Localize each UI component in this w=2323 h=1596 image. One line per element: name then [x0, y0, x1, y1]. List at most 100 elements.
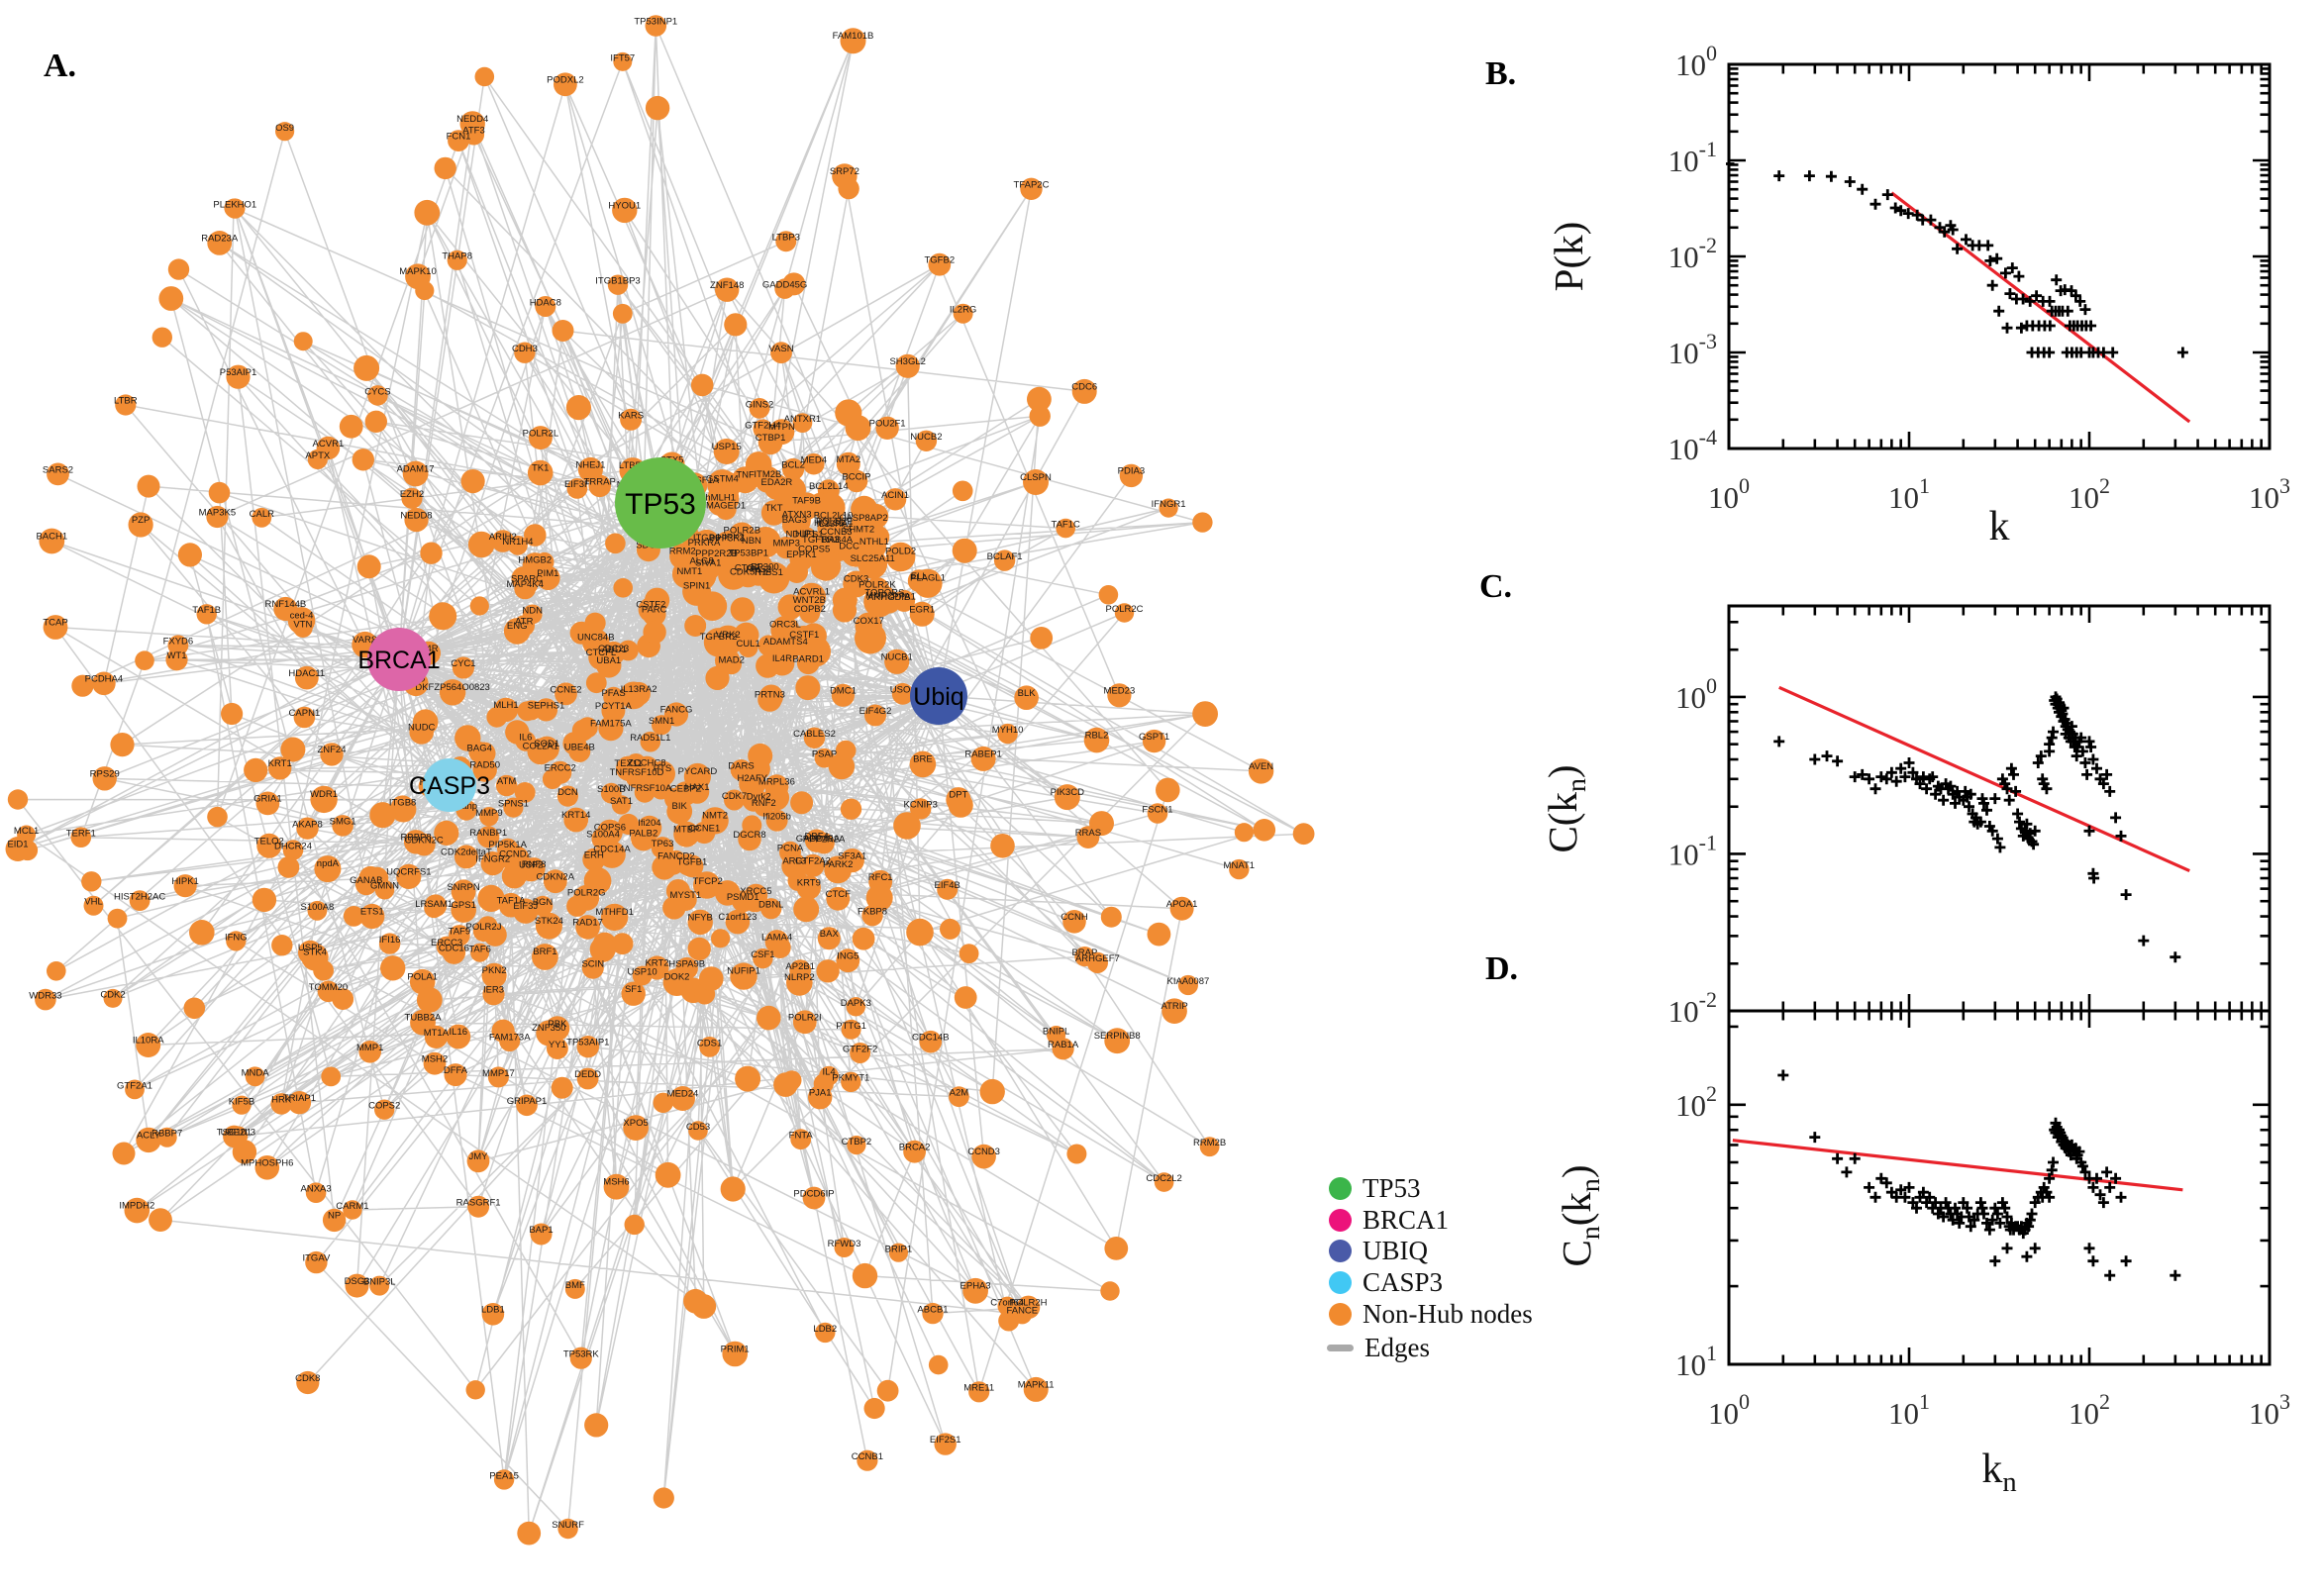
svg-text:FKBP8: FKBP8 — [858, 906, 887, 917]
svg-text:NMT1: NMT1 — [676, 566, 702, 577]
svg-text:UNC84B: UNC84B — [577, 632, 615, 643]
svg-text:10-2: 10-2 — [1668, 233, 1717, 274]
svg-text:HIPK2: HIPK2 — [717, 533, 744, 544]
svg-text:NR1H4: NR1H4 — [502, 537, 533, 548]
svg-text:IFNGR2: IFNGR2 — [475, 853, 510, 864]
network-hubs[interactable]: TP53 BRCA1 Ubiq CASP3 — [357, 457, 967, 812]
svg-text:CDK8: CDK8 — [295, 1373, 320, 1384]
hub-label-tp53: TP53 — [625, 488, 696, 521]
svg-text:PRKRA: PRKRA — [688, 538, 721, 549]
svg-text:RAB1A: RAB1A — [1048, 1040, 1079, 1050]
network-panel[interactable]: CEBPZTAF1BTAF1ATAF1CTAF9TAF9BTAF6POLR2BP… — [0, 0, 1337, 1596]
tick-labels-D: 102 101 100 101 102 103 — [1675, 1081, 2290, 1431]
svg-text:MNDA: MNDA — [242, 1067, 270, 1078]
svg-text:RAD23A: RAD23A — [201, 234, 239, 245]
svg-text:GTF2A2: GTF2A2 — [795, 856, 831, 867]
plot-frame-D — [1727, 1009, 2272, 1366]
svg-text:TRRAP: TRRAP — [584, 476, 616, 487]
svg-text:MMP2: MMP2 — [865, 590, 892, 601]
svg-text:LAMA4: LAMA4 — [761, 932, 792, 943]
svg-text:ITGAV: ITGAV — [302, 1253, 330, 1264]
svg-text:BIK: BIK — [672, 801, 688, 812]
svg-text:POLR2J: POLR2J — [466, 922, 502, 933]
svg-text:NLRP2: NLRP2 — [784, 972, 815, 983]
svg-text:RBBP7: RBBP7 — [152, 1129, 182, 1140]
svg-text:IL10RA: IL10RA — [133, 1036, 164, 1047]
svg-text:CTCFL: CTCFL — [586, 648, 617, 658]
svg-text:BRE: BRE — [913, 754, 933, 765]
svg-text:HDAC8: HDAC8 — [530, 297, 561, 308]
svg-text:Banp: Banp — [455, 801, 477, 812]
svg-text:TNFRSF10A: TNFRSF10A — [618, 783, 672, 794]
svg-text:CCNH: CCNH — [1060, 912, 1088, 923]
svg-text:CDK3: CDK3 — [844, 574, 868, 585]
panel-label-a: A. — [44, 48, 77, 84]
svg-text:103: 103 — [2249, 1389, 2290, 1431]
svg-text:CD53: CD53 — [686, 1122, 710, 1133]
x-axis-label-D: kn — [1981, 1446, 2016, 1498]
svg-text:PDIA3: PDIA3 — [1118, 466, 1145, 477]
svg-text:IL2RG: IL2RG — [950, 305, 976, 316]
svg-text:PODXL2: PODXL2 — [547, 75, 584, 86]
svg-text:MAD2: MAD2 — [718, 655, 744, 666]
svg-text:KRT9: KRT9 — [797, 878, 821, 889]
svg-text:POLR2H: POLR2H — [1009, 1298, 1047, 1309]
panel-label-b: B. — [1485, 55, 1517, 92]
svg-text:COX17: COX17 — [854, 616, 884, 627]
svg-text:UBE4B: UBE4B — [564, 743, 595, 753]
svg-text:FANCG: FANCG — [660, 705, 693, 716]
svg-text:TGFBR2: TGFBR2 — [700, 632, 737, 643]
svg-text:RBBP8: RBBP8 — [401, 832, 432, 843]
svg-text:DOK2: DOK2 — [664, 972, 690, 983]
svg-text:EPPK1: EPPK1 — [786, 549, 817, 560]
svg-text:TFAP2C: TFAP2C — [1014, 179, 1050, 190]
svg-text:POLR2E: POLR2E — [816, 517, 854, 528]
svg-text:PBK: PBK — [548, 1019, 567, 1030]
svg-text:ANXA3: ANXA3 — [301, 1184, 332, 1195]
svg-text:MTA2: MTA2 — [836, 454, 860, 465]
svg-text:ACVR1: ACVR1 — [313, 439, 345, 449]
svg-text:SMG1: SMG1 — [330, 817, 356, 828]
hub-casp3[interactable] — [423, 758, 476, 812]
svg-text:MNAT1: MNAT1 — [1224, 860, 1256, 871]
svg-text:PEA15: PEA15 — [489, 1470, 519, 1481]
svg-text:PARK2: PARK2 — [823, 859, 853, 870]
svg-text:VTN: VTN — [293, 619, 312, 630]
svg-text:MPHOSPH6: MPHOSPH6 — [241, 1157, 293, 1168]
svg-text:PDCD6IP: PDCD6IP — [793, 1189, 834, 1200]
svg-text:SPARC: SPARC — [511, 574, 543, 585]
svg-text:FAM101B: FAM101B — [833, 31, 874, 42]
svg-text:BACH1: BACH1 — [36, 531, 67, 542]
svg-text:SF1: SF1 — [625, 984, 642, 995]
svg-text:PRIM1: PRIM1 — [721, 1344, 750, 1354]
svg-text:IMPDH2: IMPDH2 — [119, 1201, 154, 1212]
svg-text:CDH3: CDH3 — [512, 344, 538, 354]
hub-tp53[interactable] — [615, 457, 706, 549]
hub-ubiq[interactable] — [910, 667, 967, 725]
svg-text:BCL2L14: BCL2L14 — [809, 481, 849, 492]
network-nodes[interactable] — [5, 15, 1315, 1546]
casp3-hub-icon — [1329, 1270, 1352, 1294]
svg-text:BAG3: BAG3 — [782, 515, 807, 526]
svg-text:TCAP: TCAP — [43, 618, 67, 629]
svg-text:EPHA3: EPHA3 — [960, 1281, 991, 1292]
svg-text:MLH1: MLH1 — [493, 700, 518, 711]
svg-text:CTGF: CTGF — [735, 562, 760, 573]
svg-text:SIVA1: SIVA1 — [695, 558, 721, 569]
hub-brca1[interactable] — [367, 628, 431, 691]
legend-item-tp53: TP53 — [1329, 1175, 1421, 1202]
chart-D: 102 101 100 101 102 103 Cn(kn) kn — [1554, 1009, 2290, 1498]
svg-text:CTBP2: CTBP2 — [842, 1137, 872, 1147]
svg-text:CDKN2C: CDKN2C — [405, 836, 444, 847]
svg-text:BNIPL: BNIPL — [1043, 1027, 1069, 1038]
svg-text:TAF1A: TAF1A — [497, 895, 527, 906]
svg-text:CSTF1: CSTF1 — [789, 630, 819, 641]
svg-text:APOA1: APOA1 — [1166, 899, 1198, 910]
svg-text:THBS1: THBS1 — [753, 567, 783, 578]
svg-text:ETS1: ETS1 — [360, 907, 384, 918]
svg-text:MRE11: MRE11 — [963, 1383, 994, 1394]
svg-text:CDC23: CDC23 — [598, 644, 629, 654]
svg-text:EZH2: EZH2 — [400, 489, 424, 500]
svg-text:LTBP3: LTBP3 — [772, 233, 800, 244]
